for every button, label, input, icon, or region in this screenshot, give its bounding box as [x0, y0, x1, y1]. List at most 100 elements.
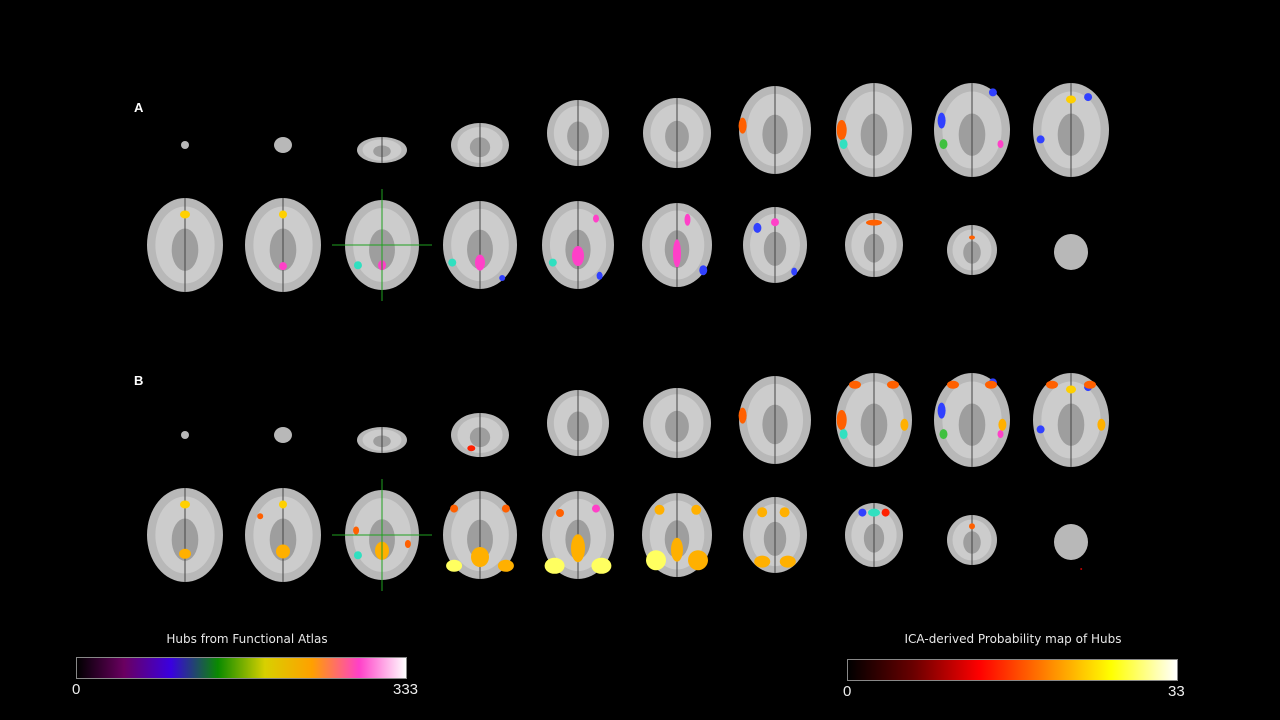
panel-b-axial-slice	[357, 427, 407, 453]
panel-b-axial-slice	[934, 373, 1010, 467]
activation-blob	[985, 380, 997, 389]
panel-b-axial-slice	[542, 491, 614, 579]
activation-blob	[868, 508, 880, 517]
colorbar-min: 0	[843, 683, 852, 700]
activation-blob	[771, 218, 779, 227]
activation-blob	[497, 559, 514, 572]
activation-blob	[257, 513, 264, 520]
activation-blob	[947, 380, 959, 389]
activation-blob	[1084, 380, 1096, 389]
activation-blob	[596, 271, 603, 280]
activation-blob	[881, 508, 890, 517]
activation-blob	[791, 267, 798, 276]
activation-blob	[937, 112, 946, 129]
activation-blob	[1036, 425, 1045, 434]
activation-blob	[475, 254, 485, 271]
activation-blob	[180, 500, 190, 509]
activation-blob	[1084, 93, 1093, 102]
activation-blob	[499, 275, 506, 281]
activation-blob	[572, 246, 584, 266]
activation-blob	[836, 120, 847, 140]
activation-blob	[866, 219, 882, 226]
activation-blob	[754, 555, 771, 568]
activation-blob	[691, 504, 702, 515]
panel-a-axial-slice	[643, 98, 711, 168]
activation-blob	[836, 410, 847, 430]
activation-blob	[1080, 568, 1083, 570]
activation-blob	[1066, 385, 1076, 394]
activation-blob	[738, 117, 747, 134]
panel-b-axial-slice	[743, 497, 807, 573]
activation-blob	[684, 213, 691, 226]
activation-blob	[753, 222, 762, 233]
panel-a-axial-slice	[947, 225, 997, 275]
colorbar-max: 33	[1168, 683, 1185, 700]
panel-a-axial-slice	[934, 83, 1010, 177]
panel-b-axial-slice	[643, 388, 711, 458]
activation-blob	[548, 258, 557, 267]
activation-blob	[353, 261, 362, 270]
activation-blob	[179, 548, 191, 559]
activation-blob	[450, 504, 459, 513]
panel-a-axial-slice	[357, 137, 407, 163]
activation-blob	[1046, 380, 1058, 389]
activation-blob	[839, 429, 848, 440]
activation-blob	[939, 139, 948, 150]
panel-a-axial-slice	[642, 203, 712, 287]
panel-b-axial-slice	[147, 488, 223, 582]
panel-a-axial-slice	[147, 198, 223, 292]
activation-blob	[1066, 95, 1076, 104]
activation-blob	[937, 402, 946, 419]
panel-a-axial-slice	[245, 198, 321, 292]
colorbar-title: Hubs from Functional Atlas	[166, 632, 328, 646]
activation-blob	[592, 504, 600, 513]
activation-blob	[501, 504, 510, 513]
colorbar-gradient	[847, 659, 1178, 681]
panel-a-axial-slice	[738, 86, 811, 174]
activation-blob	[467, 445, 476, 452]
panel-b-axial-slice	[1054, 524, 1088, 570]
activation-blob	[673, 239, 681, 268]
activation-blob	[839, 139, 848, 150]
colorbar-title: ICA-derived Probability map of Hubs	[904, 632, 1122, 646]
activation-blob	[887, 380, 899, 389]
activation-blob	[757, 507, 768, 518]
activation-blob	[738, 407, 747, 424]
colorbar-gradient	[76, 657, 407, 679]
activation-blob	[1036, 135, 1045, 144]
panel-a-axial-slice	[274, 137, 292, 153]
panel-b-axial-slice	[642, 493, 712, 577]
colorbar-min: 0	[72, 681, 81, 698]
activation-blob	[276, 544, 290, 559]
activation-blob	[446, 559, 463, 572]
activation-blob	[556, 509, 564, 517]
panel-a-axial-slice	[443, 201, 517, 289]
activation-blob	[646, 550, 666, 571]
panel-a-axial-slice	[547, 100, 609, 166]
activation-blob	[404, 540, 411, 548]
activation-blob	[571, 534, 585, 563]
activation-blob	[699, 265, 708, 276]
panel-b-axial-slice	[845, 503, 903, 567]
activation-blob	[471, 547, 489, 567]
activation-blob	[591, 557, 612, 574]
panel-b-axial-slice	[738, 376, 811, 464]
panel-b-axial-slice	[836, 373, 912, 467]
activation-blob	[988, 88, 997, 97]
activation-blob	[544, 557, 565, 574]
activation-blob	[969, 523, 975, 530]
colorbar-max: 333	[393, 681, 419, 698]
panel-a-axial-slice	[542, 201, 614, 289]
activation-blob	[593, 214, 599, 223]
panel-b-axial-slice	[245, 488, 321, 582]
activation-blob	[779, 555, 796, 568]
activation-blob	[448, 258, 457, 267]
panel-a-axial-slice	[1054, 234, 1088, 270]
activation-blob	[353, 526, 360, 535]
activation-blob	[997, 430, 1004, 439]
panel-a-axial-slice	[845, 213, 903, 277]
activation-blob	[969, 235, 975, 240]
activation-blob	[180, 210, 190, 219]
activation-blob	[849, 380, 861, 389]
